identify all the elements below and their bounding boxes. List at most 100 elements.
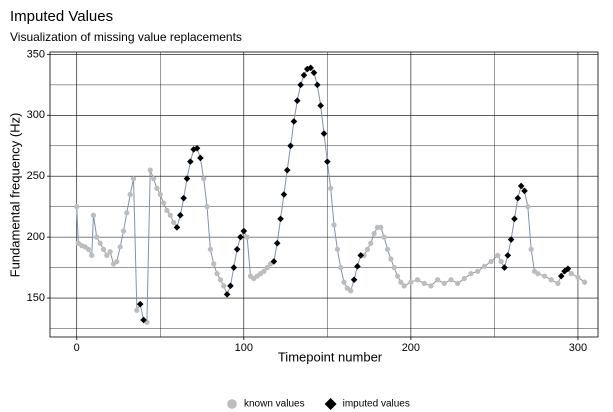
data-point xyxy=(507,236,515,243)
data-point xyxy=(320,130,328,137)
y-tick-label: 150 xyxy=(27,292,45,304)
data-point xyxy=(160,200,167,206)
data-point xyxy=(581,279,588,285)
chart-subtitle: Visualization of missing value replaceme… xyxy=(10,30,242,44)
data-point xyxy=(414,277,421,283)
data-point xyxy=(97,240,103,246)
data-point xyxy=(317,102,324,109)
data-point xyxy=(428,283,434,289)
data-point xyxy=(280,191,288,198)
data-point xyxy=(240,227,248,235)
data-point xyxy=(293,97,301,105)
y-axis-label: Fundamental frequency (Hz) xyxy=(7,113,22,278)
data-point xyxy=(421,280,427,287)
data-point xyxy=(183,175,191,182)
data-point xyxy=(455,280,461,287)
data-point xyxy=(100,246,107,252)
data-point xyxy=(495,252,501,259)
data-point xyxy=(557,272,565,280)
data-point xyxy=(328,185,334,192)
x-tick-label: 300 xyxy=(569,342,587,354)
data-point xyxy=(173,224,181,231)
data-point xyxy=(117,244,123,250)
data-point xyxy=(525,204,531,210)
data-point xyxy=(261,268,267,274)
data-point xyxy=(134,307,140,313)
data-point xyxy=(535,271,541,277)
data-point xyxy=(394,273,401,279)
data-point xyxy=(157,191,163,198)
data-point xyxy=(300,71,308,79)
data-point xyxy=(270,258,278,265)
legend-symbol xyxy=(324,398,337,410)
data-point xyxy=(555,280,561,287)
data-point xyxy=(498,258,504,265)
data-point xyxy=(398,279,404,285)
data-point xyxy=(211,261,217,267)
data-point xyxy=(89,252,95,259)
data-point xyxy=(127,191,133,198)
data-point xyxy=(290,118,298,125)
data-point xyxy=(177,211,184,219)
data-point xyxy=(164,207,170,213)
data-point xyxy=(514,194,522,202)
data-point xyxy=(277,215,284,223)
data-point xyxy=(287,142,294,150)
data-point xyxy=(201,176,207,182)
data-point xyxy=(227,282,234,290)
data-point xyxy=(391,264,397,271)
data-point xyxy=(150,176,157,182)
data-point xyxy=(388,256,394,262)
data-point xyxy=(434,277,441,283)
data-point xyxy=(401,283,407,289)
data-point xyxy=(350,276,358,284)
data-point xyxy=(207,246,214,252)
data-point xyxy=(541,273,548,279)
x-tick-label: 0 xyxy=(74,342,80,354)
y-tick-label: 350 xyxy=(27,48,45,60)
data-point xyxy=(364,246,371,252)
data-point xyxy=(244,234,250,240)
data-point xyxy=(230,264,238,271)
data-point xyxy=(154,185,160,192)
data-point xyxy=(461,275,467,282)
y-tick-label: 250 xyxy=(27,170,45,182)
data-point xyxy=(223,291,231,298)
data-point xyxy=(441,280,447,287)
data-point xyxy=(204,204,210,210)
data-point xyxy=(90,212,97,218)
data-point xyxy=(107,249,113,255)
data-point xyxy=(193,144,201,152)
data-point xyxy=(384,246,391,252)
data-point xyxy=(564,265,572,273)
x-axis-label: Timepoint number xyxy=(278,349,383,364)
data-point xyxy=(273,239,281,247)
data-point xyxy=(237,233,244,241)
data-point xyxy=(528,246,534,252)
data-point xyxy=(180,194,187,202)
data-point xyxy=(468,271,474,277)
data-point xyxy=(448,277,454,283)
data-point xyxy=(575,274,581,280)
data-point xyxy=(381,234,387,240)
data-point xyxy=(378,224,384,231)
y-tick-label: 300 xyxy=(27,109,45,121)
data-point xyxy=(114,258,120,265)
data-point xyxy=(548,277,554,283)
data-point xyxy=(357,252,365,259)
data-point xyxy=(354,263,361,270)
data-point xyxy=(197,154,204,162)
data-point xyxy=(371,230,377,237)
legend-label: imputed values xyxy=(343,399,410,410)
plot-border xyxy=(49,51,599,338)
data-point xyxy=(221,283,227,289)
data-point xyxy=(501,264,508,271)
data-line xyxy=(76,67,585,324)
data-point xyxy=(331,222,337,228)
data-point xyxy=(147,167,153,173)
x-tick-label: 100 xyxy=(235,342,253,354)
legend-label: known values xyxy=(244,399,305,410)
data-point xyxy=(481,263,488,269)
data-point xyxy=(517,182,525,190)
